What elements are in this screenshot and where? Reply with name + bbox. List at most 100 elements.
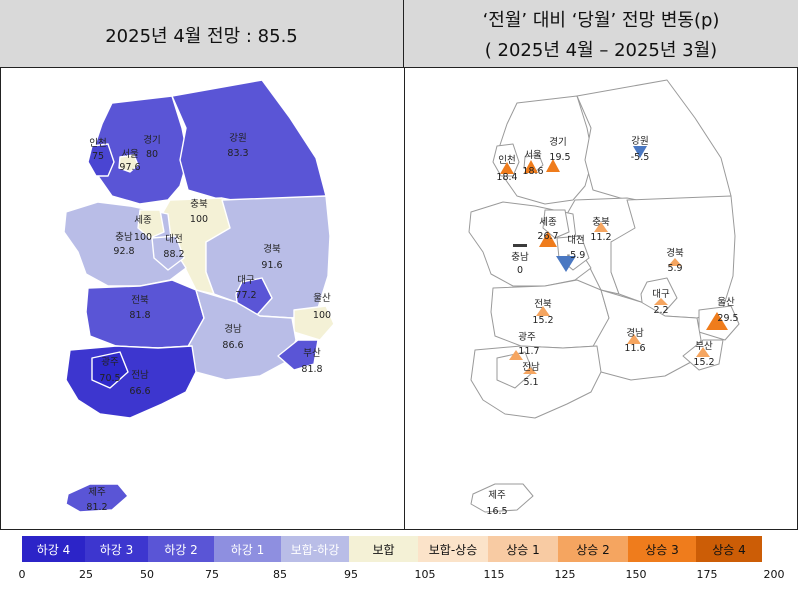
change-gwangju-name: 광주 (518, 331, 536, 343)
legend-tick: 175 (696, 568, 718, 581)
change-gyeonggi-name: 경기 (549, 136, 566, 148)
marker-chungnam-flat (513, 244, 527, 247)
marker-daejeon-down (556, 256, 576, 272)
change-sejong-name: 세종 (539, 217, 557, 228)
legend-tick: 25 (79, 568, 93, 581)
label-ulsan-name: 울산 (313, 293, 331, 304)
legend-tick: 125 (554, 568, 576, 581)
label-gyeongnam-name: 경남 (224, 323, 242, 335)
right-change-map: 경기 19.5 서울 18.6 인천 18.4 강원 -5.5 세종 26.7 … (468, 79, 740, 517)
label-gyeonggi-value: 80 (146, 149, 158, 160)
change-chungnam-value: 0 (517, 265, 523, 276)
outline-gyeongnam (590, 289, 702, 381)
region-busan (277, 339, 319, 371)
legend-item-up-1: 상승 1 (488, 536, 558, 562)
label-chungnam-value: 92.8 (113, 246, 134, 257)
change-gyeongbuk-value: 5.9 (667, 263, 682, 274)
outline-gwangju (496, 351, 534, 389)
change-gangwon-value: -5.5 (631, 152, 650, 163)
label-daejeon-name: 대전 (165, 234, 182, 245)
legend-tick: 85 (273, 568, 287, 581)
change-ulsan-value: 29.5 (717, 313, 738, 324)
outline-gyeonggi (498, 95, 594, 205)
outline-incheon (492, 143, 520, 177)
legend-tick: 115 (483, 568, 505, 581)
change-busan-value: 15.2 (693, 357, 714, 368)
change-daegu-value: 2.2 (653, 305, 668, 316)
change-gwangju-value: 11.7 (518, 346, 539, 357)
marker-chungbuk-up (594, 222, 608, 232)
label-gyeonggi-name: 경기 (143, 134, 160, 146)
marker-daegu-up (654, 298, 668, 305)
legend-tick: 150 (625, 568, 647, 581)
legend-tick: 75 (205, 568, 219, 581)
panel-divider (404, 68, 405, 530)
region-sejong (137, 209, 165, 239)
region-jeonnam (65, 345, 197, 419)
region-jeju (65, 483, 129, 513)
change-jeonbuk-name: 전북 (534, 299, 552, 310)
change-daejeon-name: 대전 (567, 235, 584, 246)
legend-item-flat-up: 보합-상승 (418, 536, 488, 562)
change-jeju-value: 16.5 (486, 506, 507, 517)
marker-jeonbuk-up (536, 306, 550, 316)
region-gyeongnam (185, 289, 297, 381)
change-gyeonggi-value: 19.5 (549, 152, 570, 163)
legend-item-down-1: 하강 1 (214, 536, 281, 562)
change-jeonbuk-value: 15.2 (532, 315, 553, 326)
label-jeju-value: 81.2 (86, 502, 107, 513)
legend-item-down-4: 하강 4 (22, 536, 85, 562)
label-sejong-name: 세종 (134, 215, 152, 226)
change-sejong-value: 26.7 (537, 231, 558, 242)
label-chungbuk-value: 100 (190, 214, 208, 225)
legend-item-flat: 보합 (349, 536, 418, 562)
legend: 하강 4 하강 3 하강 2 하강 1 보합-하강 보합 보합-상승 상승 1 … (22, 536, 762, 562)
marker-busan-up (696, 347, 710, 357)
marker-seoul-up (524, 160, 538, 173)
legend-item-down-3: 하강 3 (85, 536, 148, 562)
change-jeju-name: 제주 (488, 490, 506, 501)
region-daejeon (151, 235, 185, 271)
marker-incheon-up (500, 162, 514, 174)
outline-sejong (542, 209, 570, 239)
change-chungbuk-value: 11.2 (590, 232, 611, 243)
change-incheon-name: 인천 (498, 155, 515, 166)
change-chungbuk-name: 충북 (592, 217, 610, 228)
marker-gangwon-down (633, 146, 647, 158)
legend-tick: 95 (344, 568, 358, 581)
label-incheon-value: 75 (92, 151, 104, 162)
marker-jeonnam-up (523, 367, 537, 374)
label-gangwon-name: 강원 (229, 133, 246, 144)
label-seoul-value: 97.6 (119, 162, 140, 173)
label-ulsan-value: 100 (313, 310, 331, 321)
change-daejeon-value: -5.9 (567, 250, 586, 261)
left-header: 2025년 4월 전망 : 85.5 (0, 0, 404, 68)
region-incheon (87, 143, 115, 177)
legend-item-flat-down: 보합-하강 (281, 536, 349, 562)
left-outlook-map: 인천 75 경기 80 서울 97.6 강원 83.3 충북 100 세종 10… (63, 79, 335, 513)
right-map-subtitle: ( 2025년 4월 – 2025년 3월) (484, 40, 718, 61)
change-jeonnam-value: 5.1 (523, 377, 538, 388)
change-seoul-value: 18.6 (522, 166, 543, 177)
label-daegu-name: 대구 (237, 275, 255, 286)
right-map-title: ‘전월’ 대비 ‘당월’ 전망 변동(p) (482, 10, 720, 31)
change-chungnam-name: 충남 (511, 252, 529, 263)
outline-gangwon (576, 79, 732, 207)
label-chungbuk-name: 충북 (190, 199, 208, 210)
label-gyeongbuk-value: 91.6 (261, 260, 282, 271)
label-daejeon-value: 88.2 (163, 249, 184, 260)
label-gwangju-value: 70.5 (99, 373, 120, 384)
change-busan-name: 부산 (695, 341, 713, 352)
label-daegu-value: 77.2 (235, 290, 256, 301)
change-gyeongnam-value: 11.6 (624, 343, 645, 354)
legend-tick: 0 (18, 568, 26, 581)
label-chungnam-name: 충남 (115, 232, 133, 243)
legend-item-up-3: 상승 3 (628, 536, 696, 562)
legend-item-down-2: 하강 2 (148, 536, 214, 562)
label-gyeongnam-value: 86.6 (222, 340, 243, 351)
label-gyeongbuk-name: 경북 (263, 243, 281, 255)
change-gangwon-name: 강원 (631, 136, 648, 147)
outline-jeju (470, 483, 534, 513)
region-seoul (118, 154, 139, 173)
label-seoul-name: 서울 (121, 149, 139, 160)
